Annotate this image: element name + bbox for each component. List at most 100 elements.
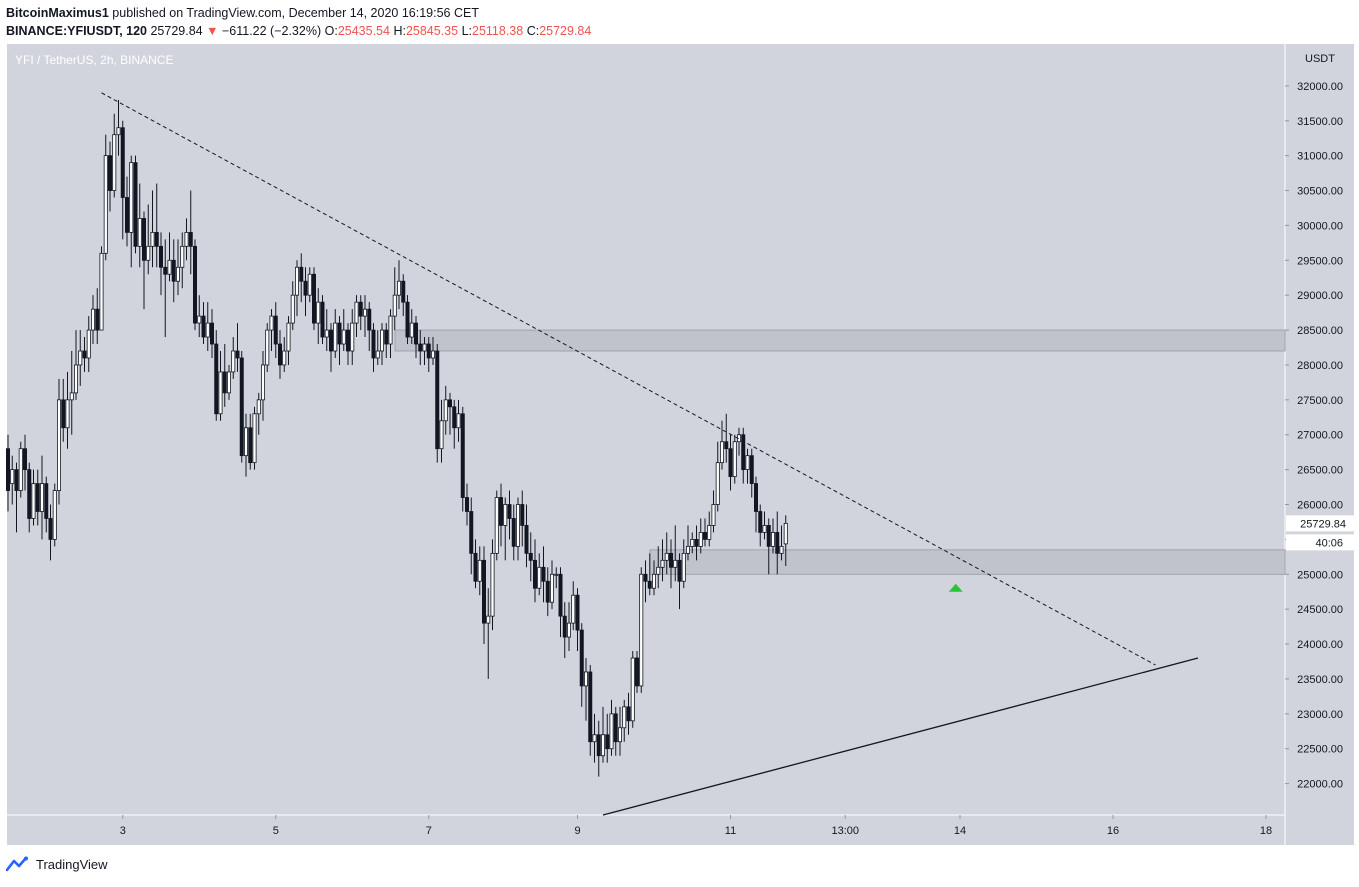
candle [350,309,355,365]
author-name[interactable]: BitcoinMaximus1 [6,6,109,20]
candle-body [209,322,214,345]
ascending-support-line [602,657,1199,816]
candle-body [379,329,384,352]
candle-body [61,399,66,429]
plot-background[interactable] [7,44,1285,815]
time-tick-label: 16 [1107,825,1119,837]
candle [120,120,125,240]
candle [260,351,265,421]
open-value: 25435.54 [337,24,390,38]
time-axis[interactable] [7,815,1354,845]
candle-body [571,594,576,624]
candle-body [728,448,733,477]
candle [469,497,474,575]
candle [184,218,189,261]
candle-body [762,525,767,533]
candle-body [613,713,618,743]
candle-body [154,231,159,247]
candle-body [197,315,202,324]
candle-body [622,706,627,729]
candle [524,504,529,568]
candle [558,567,563,638]
candle [294,260,299,317]
candle-body [103,155,108,254]
candle-body [40,483,45,512]
chart-header: BitcoinMaximus1 published on TradingView… [6,4,1346,40]
candle-body [609,713,614,750]
candle [754,476,759,533]
candle [409,309,414,345]
candle [490,539,495,631]
candle [112,113,117,198]
candle [282,337,287,372]
candle-body [605,734,610,750]
candle-body [265,329,270,366]
candle-body [74,364,79,394]
candle-body [226,371,231,394]
candle-body [273,315,278,345]
candle-body [498,497,503,526]
candle-body [235,350,240,359]
candle-body [345,329,350,352]
candle-body [418,343,423,352]
high-label: H: [393,24,406,38]
candle-body [248,427,253,464]
candle [256,392,261,435]
candle [222,344,227,407]
candle [345,323,350,365]
candle-body [256,399,261,415]
candle [311,267,316,331]
candle [205,302,210,352]
candle [405,295,410,345]
candle [103,134,108,261]
candle-body [758,511,763,533]
candle-body [524,525,529,554]
candle-body [533,559,538,589]
candle-body [341,329,346,345]
price-tick-label: 26500.00 [1297,465,1343,477]
last-price: 25729.84 [150,24,203,38]
candle-body [48,518,53,540]
candle [6,434,11,512]
candle-body [452,406,457,429]
candle-body [584,671,589,687]
candle [137,183,142,268]
candle-body [473,552,478,582]
candle [171,239,176,303]
candle [609,699,614,756]
candle-body [260,364,265,401]
candle [601,706,606,763]
candle [35,469,40,526]
candle-body [91,308,96,331]
candle-body [779,545,784,554]
tradingview-logo-icon[interactable] [6,856,30,872]
candle-body [481,559,486,624]
candle [40,455,45,540]
candle-body [550,573,555,603]
candle [613,706,618,756]
candle-body [630,657,635,722]
candle [286,316,291,365]
candle [562,602,567,659]
candle [354,295,359,338]
candle-body [82,350,87,359]
candle-body [129,162,134,233]
candle [388,309,393,358]
candle [146,204,151,275]
candle-body [171,259,176,282]
candle [91,295,96,345]
candle-body [282,350,287,366]
candle-body [528,552,533,561]
footer-brand[interactable]: TradingView [36,856,108,872]
candle [57,378,62,505]
candle [328,323,333,372]
candle-body [422,343,427,352]
candle [426,337,431,372]
candle-body [392,294,397,317]
candle [494,490,499,561]
candle-body [447,399,452,408]
candle-body [95,308,100,331]
price-axis[interactable] [1285,44,1354,815]
